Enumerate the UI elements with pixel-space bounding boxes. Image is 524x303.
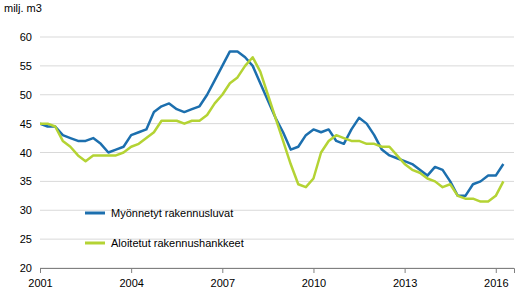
y-tick: 20 <box>20 262 40 274</box>
y-tick-label: 55 <box>20 60 32 72</box>
y-tick: 60 <box>20 31 40 43</box>
grid <box>40 37 514 268</box>
x-tick-mark <box>222 268 223 273</box>
grid-line <box>40 65 514 66</box>
y-tick-label: 40 <box>20 147 32 159</box>
y-tick-label: 50 <box>20 89 32 101</box>
y-tick: 25 <box>20 233 40 245</box>
y-tick-label: 45 <box>20 118 32 130</box>
x-tick-label: 2010 <box>302 277 326 289</box>
x-tick-mark <box>405 268 406 273</box>
x-tick-mark <box>313 268 314 273</box>
y-axis-title: milj. m3 <box>4 2 42 14</box>
legend-label: Myönnetyt rakennusluvat <box>111 207 233 219</box>
x-axis: 2001 2004 2007 2010 2013 2016 <box>28 268 514 289</box>
x-tick-mark <box>496 268 497 273</box>
y-axis: 20 25 30 35 40 45 50 55 60 <box>20 31 41 274</box>
y-tick: 35 <box>20 175 40 187</box>
y-tick: 45 <box>20 118 40 130</box>
chart: 2025303540455055602001200420072010201320… <box>0 0 524 303</box>
y-tick: 40 <box>20 147 40 159</box>
grid-line <box>40 37 514 38</box>
x-tick-label: 2001 <box>28 277 52 289</box>
legend-swatch <box>85 242 105 245</box>
y-tick-label: 30 <box>20 204 32 216</box>
y-tick: 55 <box>20 60 40 72</box>
x-tick: 2010 <box>302 268 326 289</box>
x-tick-label: 2007 <box>211 277 235 289</box>
x-tick: 2016 <box>484 268 508 289</box>
y-tick: 50 <box>20 89 40 101</box>
y-axis-line <box>40 38 41 269</box>
x-tick-mark <box>40 268 41 273</box>
x-tick-label: 2013 <box>393 277 417 289</box>
y-tick: 30 <box>20 204 40 216</box>
legend-label: Aloitetut rakennushankkeet <box>111 237 244 249</box>
y-tick-label: 20 <box>20 262 32 274</box>
x-tick: 2007 <box>211 268 235 289</box>
y-tick-label: 25 <box>20 233 32 245</box>
legend: Myönnetyt rakennusluvat Aloitetut rakennu… <box>85 207 244 249</box>
grid-line <box>40 181 514 182</box>
grid-line <box>40 94 514 95</box>
legend-swatch <box>85 212 105 215</box>
series-line <box>40 57 503 201</box>
x-tick-label: 2016 <box>484 277 508 289</box>
plot-area <box>40 51 503 201</box>
y-tick-label: 60 <box>20 31 32 43</box>
series-line <box>40 51 503 195</box>
x-axis-line <box>41 269 515 274</box>
x-tick-label: 2004 <box>119 277 143 289</box>
x-tick: 2004 <box>119 268 143 289</box>
x-tick: 2001 <box>28 268 52 289</box>
y-tick-label: 35 <box>20 175 32 187</box>
x-tick: 2013 <box>393 268 417 289</box>
x-tick-mark <box>131 268 132 273</box>
